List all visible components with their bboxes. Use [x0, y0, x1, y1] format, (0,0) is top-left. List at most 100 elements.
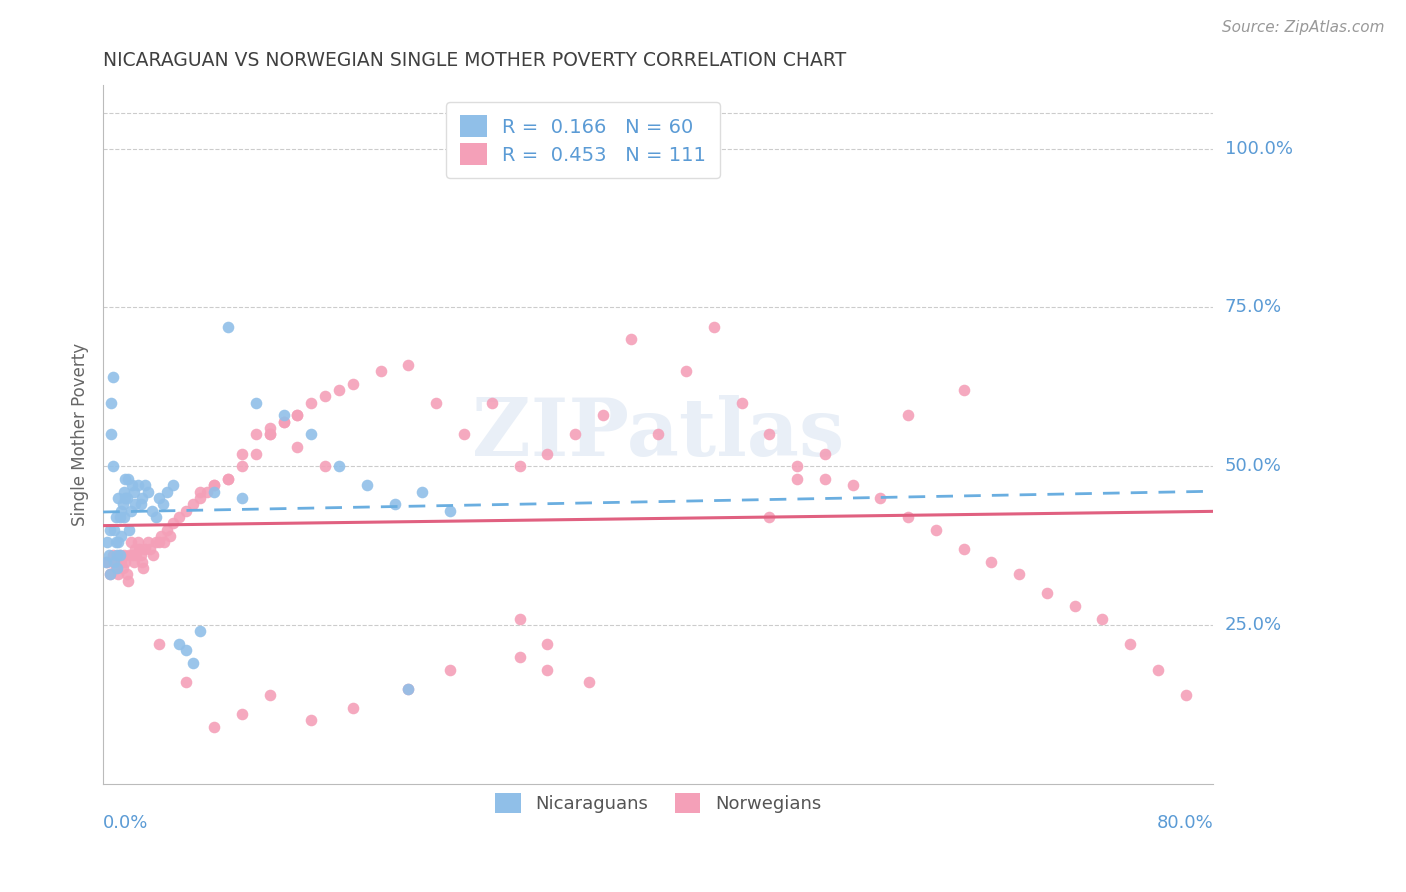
Point — [107, 491, 129, 505]
Point — [107, 535, 129, 549]
Point — [108, 548, 131, 562]
Point — [508, 649, 530, 664]
Text: 50.0%: 50.0% — [1225, 458, 1281, 475]
Legend: Nicaraguans, Norwegians: Nicaraguans, Norwegians — [485, 782, 832, 823]
Point — [202, 478, 225, 492]
Point — [94, 555, 117, 569]
Point — [114, 472, 136, 486]
Point — [145, 510, 167, 524]
Point — [120, 535, 142, 549]
Point — [117, 472, 139, 486]
Point — [287, 409, 309, 423]
Point — [110, 504, 132, 518]
Point — [136, 535, 159, 549]
Text: 25.0%: 25.0% — [1225, 616, 1282, 634]
Point — [105, 555, 128, 569]
Point — [162, 516, 184, 531]
Point — [115, 567, 138, 582]
Point — [217, 319, 239, 334]
Point — [1091, 612, 1114, 626]
Point — [176, 643, 198, 657]
Point — [217, 472, 239, 486]
Point — [758, 510, 780, 524]
Point — [299, 714, 322, 728]
Point — [121, 548, 143, 562]
Point — [245, 395, 267, 409]
Point — [730, 395, 752, 409]
Point — [169, 637, 191, 651]
Point — [398, 358, 420, 372]
Text: 0.0%: 0.0% — [103, 814, 149, 832]
Point — [128, 541, 150, 556]
Point — [112, 548, 135, 562]
Point — [195, 484, 218, 499]
Point — [156, 523, 179, 537]
Point — [245, 427, 267, 442]
Point — [124, 497, 146, 511]
Point — [328, 383, 350, 397]
Point — [786, 472, 808, 486]
Point — [162, 478, 184, 492]
Point — [108, 510, 131, 524]
Point — [159, 529, 181, 543]
Point — [176, 504, 198, 518]
Point — [103, 555, 125, 569]
Point — [156, 484, 179, 499]
Point — [100, 395, 122, 409]
Point — [814, 472, 837, 486]
Point — [1174, 688, 1197, 702]
Text: NICARAGUAN VS NORWEGIAN SINGLE MOTHER POVERTY CORRELATION CHART: NICARAGUAN VS NORWEGIAN SINGLE MOTHER PO… — [103, 51, 846, 70]
Point — [869, 491, 891, 505]
Point — [980, 555, 1002, 569]
Point — [139, 541, 162, 556]
Point — [148, 535, 170, 549]
Point — [111, 561, 134, 575]
Point — [188, 624, 211, 639]
Point — [273, 409, 295, 423]
Point — [536, 446, 558, 460]
Point — [98, 567, 121, 582]
Point — [152, 497, 174, 511]
Point — [145, 535, 167, 549]
Point — [131, 491, 153, 505]
Point — [356, 478, 378, 492]
Point — [508, 459, 530, 474]
Point — [98, 567, 121, 582]
Point — [384, 497, 406, 511]
Point — [112, 510, 135, 524]
Point — [129, 548, 152, 562]
Point — [299, 395, 322, 409]
Point — [127, 535, 149, 549]
Point — [107, 567, 129, 582]
Point — [118, 523, 141, 537]
Point — [148, 637, 170, 651]
Point — [202, 478, 225, 492]
Point — [592, 409, 614, 423]
Point — [439, 504, 461, 518]
Point — [273, 415, 295, 429]
Text: Source: ZipAtlas.com: Source: ZipAtlas.com — [1222, 20, 1385, 35]
Point — [150, 529, 173, 543]
Point — [114, 555, 136, 569]
Point — [897, 510, 920, 524]
Point — [127, 478, 149, 492]
Point — [398, 681, 420, 696]
Point — [314, 389, 336, 403]
Point — [328, 459, 350, 474]
Point — [675, 364, 697, 378]
Point — [142, 548, 165, 562]
Point — [398, 681, 420, 696]
Point — [105, 561, 128, 575]
Point — [124, 541, 146, 556]
Point — [153, 535, 176, 549]
Point — [115, 491, 138, 505]
Point — [202, 484, 225, 499]
Point — [131, 555, 153, 569]
Point — [141, 504, 163, 518]
Text: 75.0%: 75.0% — [1225, 299, 1282, 317]
Point — [619, 332, 641, 346]
Point — [925, 523, 948, 537]
Point — [202, 720, 225, 734]
Point — [134, 541, 156, 556]
Point — [536, 663, 558, 677]
